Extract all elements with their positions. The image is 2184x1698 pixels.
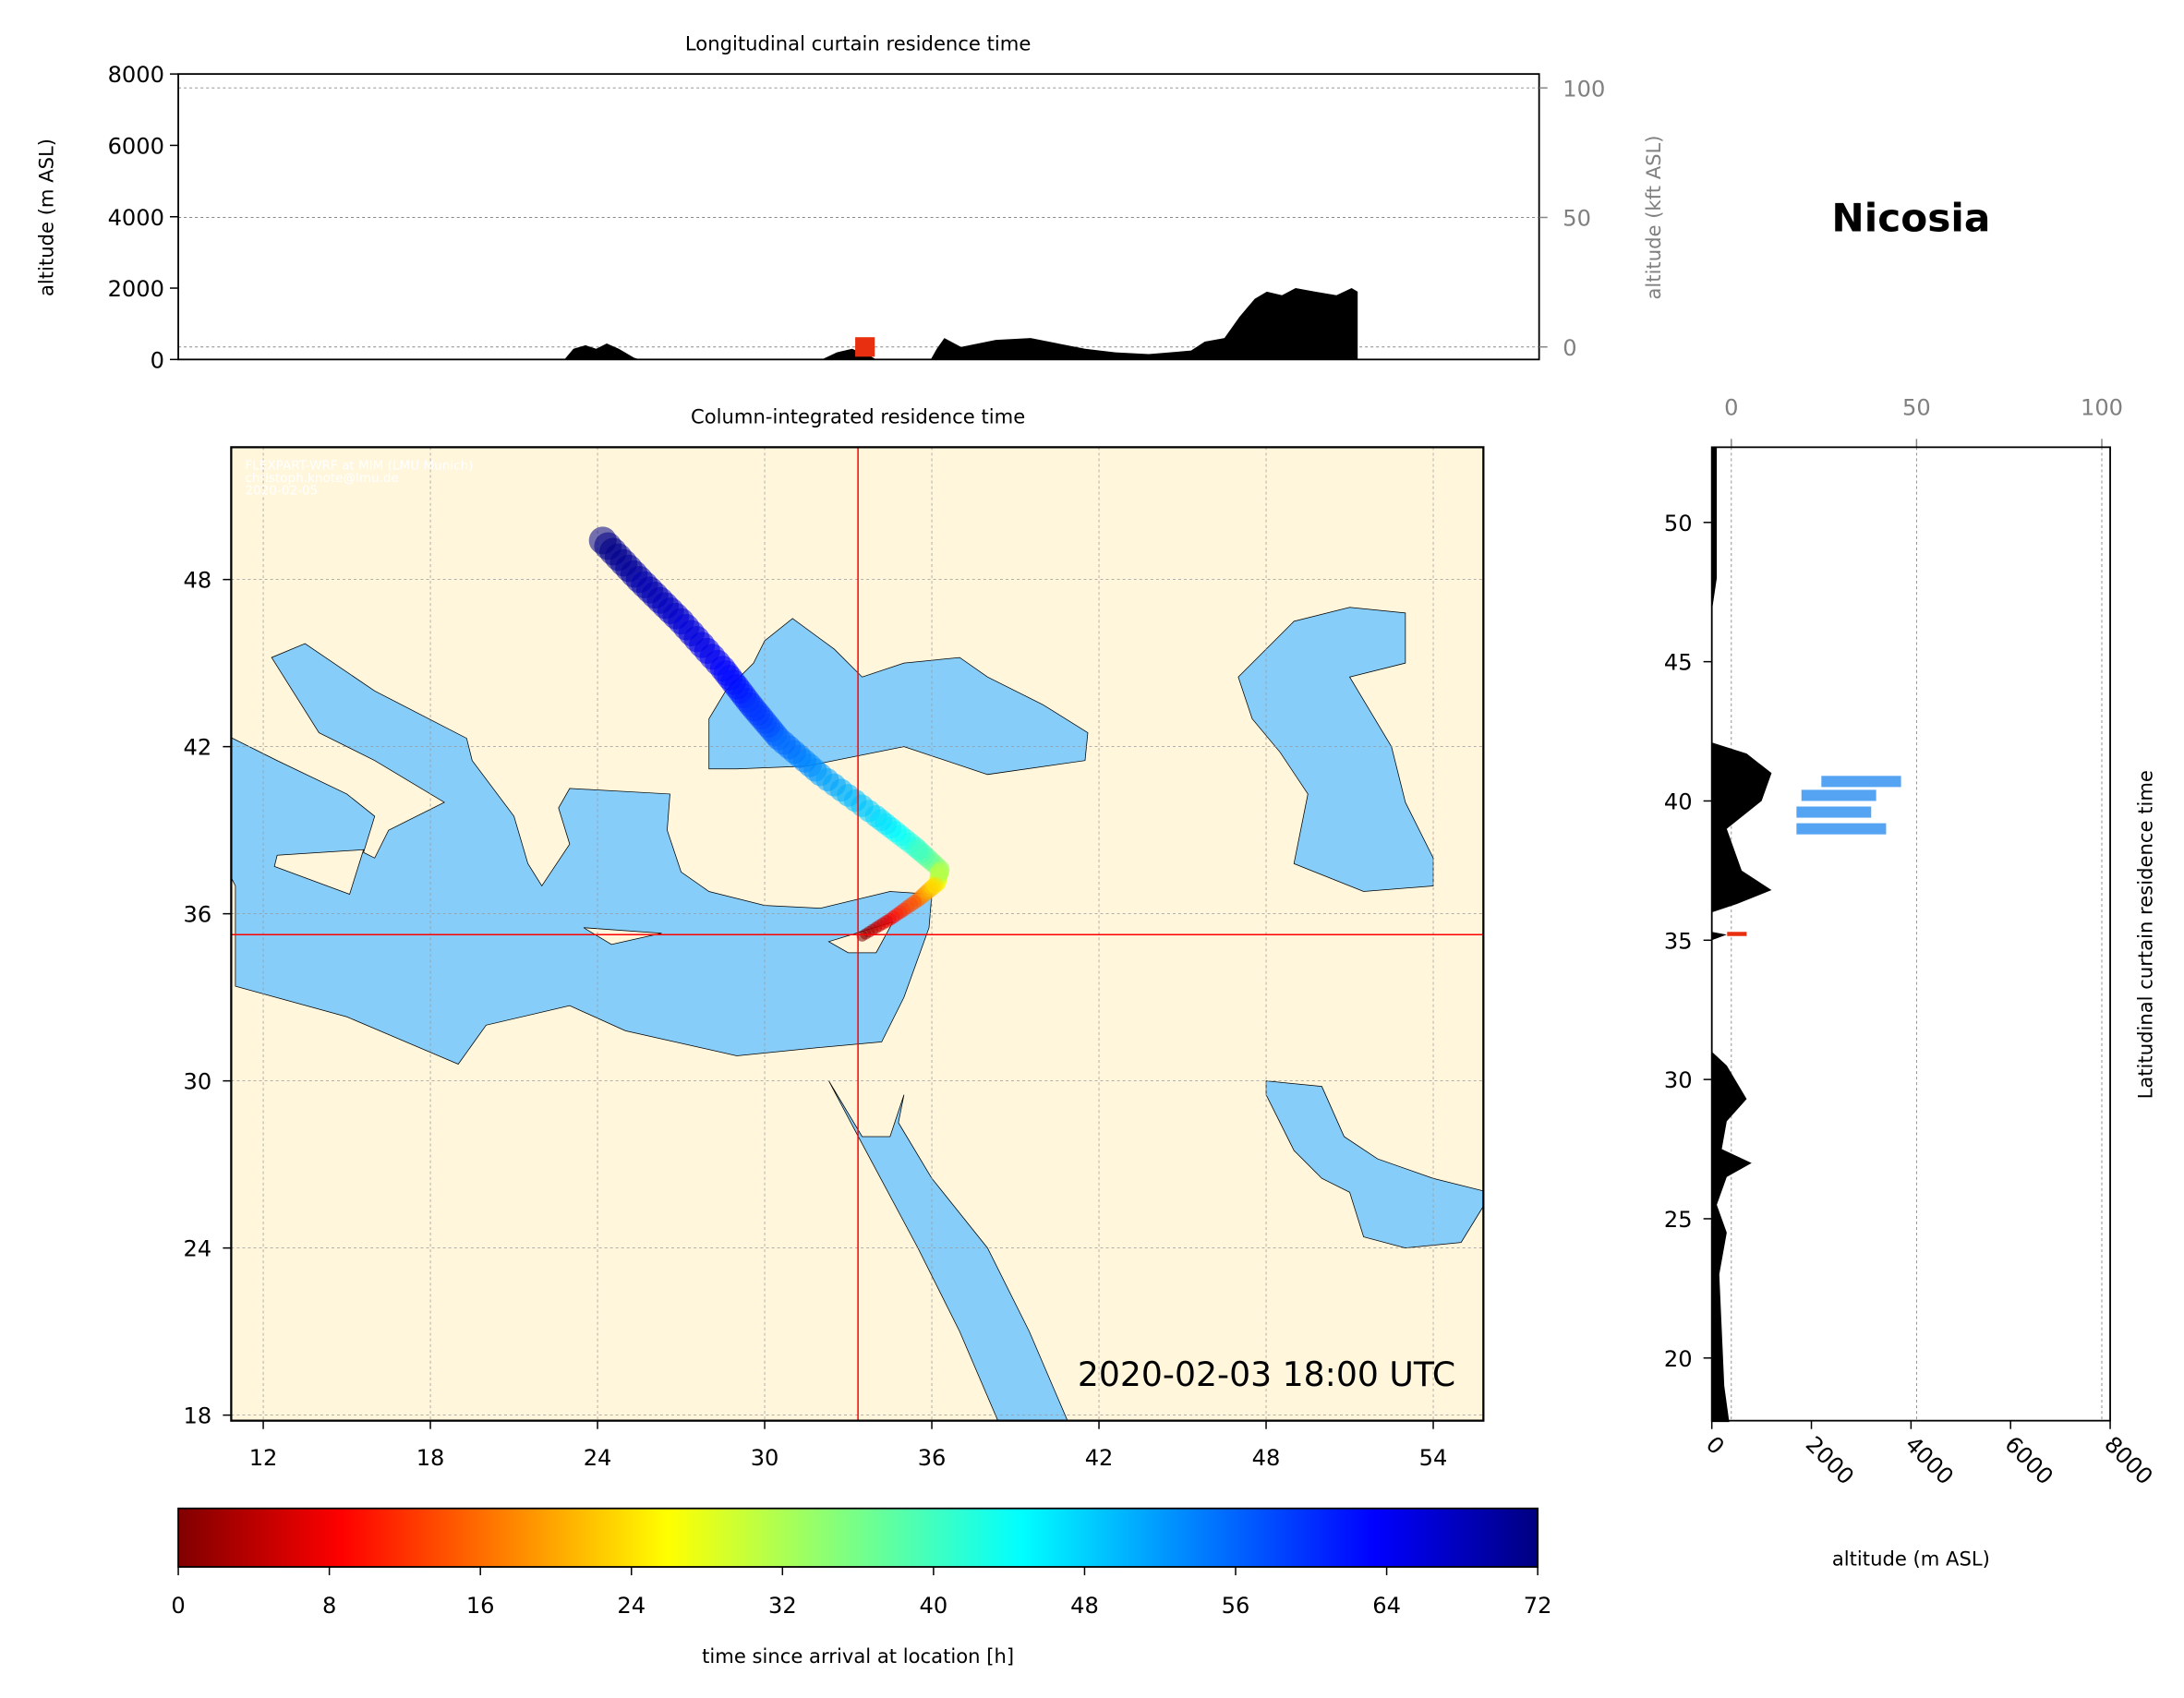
plume-point <box>588 526 617 555</box>
lat-tick-label: 40 <box>1664 789 1693 815</box>
latitudinal-curtain-panel: 0 50 100 20 25 30 35 40 45 50 0 2000 4000 6000 8000 <box>1664 395 2158 1490</box>
lat-tick-label: 30 <box>1664 1067 1693 1093</box>
residence-mark <box>1727 932 1747 936</box>
plume-point <box>926 876 944 894</box>
plume-point <box>880 915 893 928</box>
lat-tick-label: 18 <box>184 1403 212 1429</box>
colorbar-label: time since arrival at location [h] <box>702 1644 1014 1668</box>
plume-point <box>815 767 839 791</box>
lat-tick-label: 45 <box>1664 650 1693 676</box>
residence-bar <box>1796 806 1872 818</box>
y-tick-label: 0 <box>151 347 164 373</box>
lat-tick-label: 35 <box>1664 928 1693 954</box>
colorbar-tick-label: 8 <box>322 1593 336 1619</box>
colorbar <box>177 1507 1539 1568</box>
y-tick-right-label: 100 <box>1563 76 1605 102</box>
plume-point <box>713 660 740 686</box>
top-ylabel-right: altitude (kft ASL) <box>1642 135 1665 299</box>
lat-tick-label: 25 <box>1664 1207 1693 1233</box>
lat-tick-label: 48 <box>184 568 212 594</box>
watermark-line: 2020-02-05 <box>245 484 318 499</box>
colorbar-tick-label: 16 <box>466 1593 495 1619</box>
alt-tick-label: 0 <box>1701 1431 1730 1460</box>
alt-tick-label: 8000 <box>2099 1431 2157 1489</box>
lat-tick-label: 36 <box>184 902 212 928</box>
colorbar-tick-label: 56 <box>1222 1593 1250 1619</box>
terrain-profile <box>564 288 1358 360</box>
y-tick-label: 8000 <box>108 62 164 88</box>
colorbar-ticks: 0 8 16 24 32 40 48 56 64 72 <box>171 1567 1552 1619</box>
red-sea <box>828 1080 1068 1421</box>
watermark-line: FLEXPART-WRF at MIM (LMU Munich) <box>245 458 473 473</box>
map-content: FLEXPART-WRF at MIM (LMU Munich)christop… <box>231 447 1484 1421</box>
alt-tick-label: 6000 <box>1999 1431 2057 1489</box>
y-tick-right-label: 50 <box>1563 206 1591 232</box>
map-panel: FLEXPART-WRF at MIM (LMU Munich)christop… <box>184 446 1485 1471</box>
top-panel-title: Longitudinal curtain residence time <box>685 31 1031 54</box>
crete <box>583 927 662 945</box>
x-tick-top-label: 50 <box>1902 395 1931 421</box>
location-title: Nicosia <box>1831 196 1990 241</box>
map-title: Column-integrated residence time <box>691 405 1025 428</box>
plume-point <box>908 839 929 861</box>
plume-point <box>631 571 658 598</box>
lon-tick-label: 36 <box>918 1445 947 1471</box>
plume-point <box>742 696 767 722</box>
colorbar-tick-label: 0 <box>171 1593 185 1619</box>
lon-tick-label: 42 <box>1085 1445 1114 1471</box>
colorbar-tick-label: 64 <box>1372 1593 1401 1619</box>
lat-tick-label: 24 <box>184 1236 212 1262</box>
y-tick-label: 6000 <box>108 133 164 159</box>
timestamp: 2020-02-03 18:00 UTC <box>1078 1355 1455 1394</box>
y-tick-label: 2000 <box>108 276 164 302</box>
residence-bar <box>1821 776 1901 788</box>
lon-tick-label: 12 <box>249 1445 278 1471</box>
lon-tick-label: 18 <box>416 1445 445 1471</box>
lat-tick-label: 50 <box>1664 511 1693 536</box>
plume-point <box>870 809 892 832</box>
lat-tick-label: 42 <box>184 735 212 761</box>
caspian-sea <box>1237 607 1434 892</box>
colorbar-tick-label: 32 <box>768 1593 797 1619</box>
plume-point <box>930 861 949 881</box>
residence-mark <box>855 337 875 357</box>
map-frame <box>230 446 1485 1422</box>
watermark-line: christoph.knote@lmu.de <box>245 471 398 486</box>
plume-point <box>771 730 796 755</box>
lon-tick-label: 24 <box>584 1445 612 1471</box>
lon-tick-label: 48 <box>1252 1445 1281 1471</box>
lon-tick-label: 30 <box>751 1445 779 1471</box>
colorbar-tick-label: 24 <box>617 1593 646 1619</box>
residence-bar <box>1801 789 1876 801</box>
right-xlabel: altitude (m ASL) <box>1832 1547 1990 1571</box>
x-tick-top-label: 0 <box>1724 395 1738 421</box>
residence-bar <box>1796 823 1887 835</box>
top-ylabel: altitude (m ASL) <box>34 138 57 296</box>
right-title: Latitudinal curtain residence time <box>2133 770 2156 1099</box>
colorbar-tick-label: 48 <box>1070 1593 1099 1619</box>
lon-tick-label: 54 <box>1419 1445 1448 1471</box>
black-sea <box>708 618 1089 776</box>
plume-point <box>672 614 700 641</box>
alt-tick-label: 4000 <box>1900 1431 1959 1489</box>
y-tick-label: 4000 <box>108 205 164 231</box>
right-axes-frame <box>1710 446 2111 1422</box>
x-tick-top-label: 100 <box>2081 395 2123 421</box>
persian-gulf <box>1265 1080 1484 1249</box>
alt-tick-label: 2000 <box>1801 1431 1859 1489</box>
sicily <box>273 849 365 896</box>
colorbar-tick-label: 40 <box>920 1593 948 1619</box>
lat-tick-label: 20 <box>1664 1346 1693 1372</box>
mediterranean-sea <box>231 643 933 1065</box>
lat-tick-label: 30 <box>184 1069 212 1095</box>
longitudinal-curtain-panel: 0 2000 4000 6000 8000 0 50 100 <box>108 62 1606 373</box>
terrain-profile <box>1711 447 1772 1423</box>
colorbar-tick-label: 72 <box>1524 1593 1552 1619</box>
y-tick-right-label: 0 <box>1563 335 1576 361</box>
plume-point <box>907 895 923 910</box>
